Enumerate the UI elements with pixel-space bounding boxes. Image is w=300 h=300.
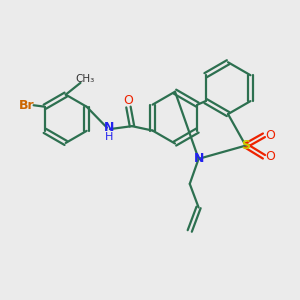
Text: O: O bbox=[265, 129, 275, 142]
Text: Br: Br bbox=[19, 99, 34, 112]
Text: O: O bbox=[124, 94, 134, 107]
Text: O: O bbox=[265, 150, 275, 163]
Text: N: N bbox=[194, 152, 204, 165]
Text: N: N bbox=[104, 121, 115, 134]
Text: S: S bbox=[241, 139, 250, 152]
Text: H: H bbox=[105, 132, 113, 142]
Text: CH₃: CH₃ bbox=[75, 74, 94, 84]
